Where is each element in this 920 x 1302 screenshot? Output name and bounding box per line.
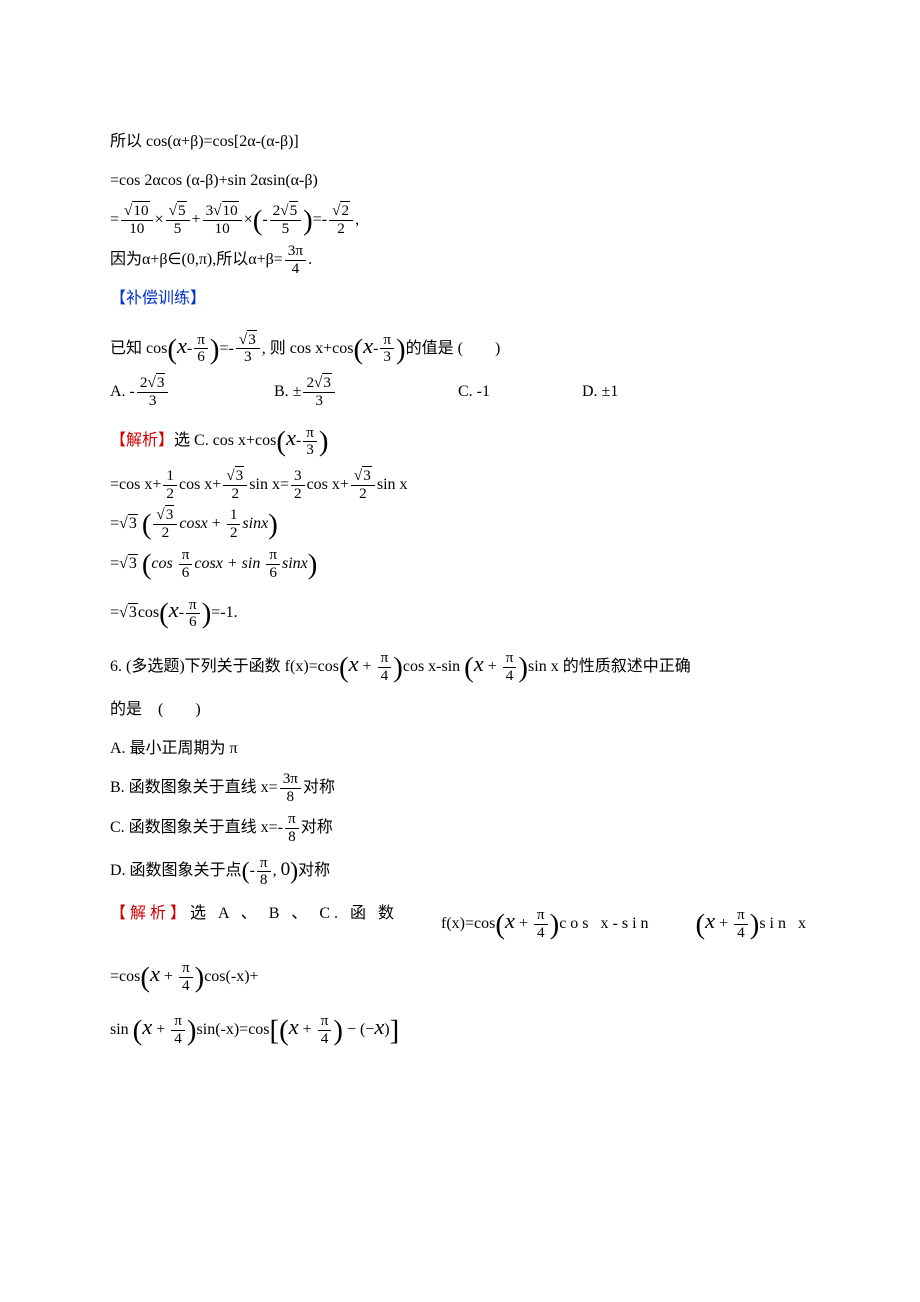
answer6-line3: sin (x + π4)sin(-x)=cos[(x + π4) − (−x)] <box>110 1002 810 1051</box>
option-a: A. 最小正周期为 π <box>110 731 810 766</box>
step-line: =3 (32cosx + 12sinx) <box>110 506 810 542</box>
option-c: C. 函数图象关于直线 x=-π8对称 <box>110 810 810 846</box>
options-line: A. -233 B. ±233 C. -1 D. ±1 <box>110 374 810 410</box>
supplement-heading: 【补偿训练】 <box>110 281 810 316</box>
step-line: =3cos(x-π6)=-1. <box>110 585 810 634</box>
question-line: 已知 cos(x-π6)=-33, 则 cos x+cos(x-π3)的值是 (… <box>110 321 810 370</box>
answer6-line2: =cos(x + π4)cos(-x)+ <box>110 949 810 998</box>
step-line: =3 (cos π6cosx + sin π6sinx) <box>110 546 810 582</box>
step-line: =cos x+12cos x+32sin x=32cos x+32sin x <box>110 467 810 503</box>
question6-line1: 6. (多选题)下列关于函数 f(x)=cos(x + π4)cos x-sin… <box>110 639 810 688</box>
question6-line2: 的是 ( ) <box>110 692 810 727</box>
text-line: 因为α+β∈(0,π),所以α+β=3π4. <box>110 242 810 278</box>
text-line: 所以 cos(α+β)=cos[2α-(α-β)] <box>110 124 810 159</box>
text-line: =cos 2αcos (α-β)+sin 2αsin(α-β) <box>110 163 810 198</box>
option-b: B. 函数图象关于直线 x=3π8对称 <box>110 770 810 806</box>
option-d: D. 函数图象关于点(-π8, 0)对称 <box>110 849 810 891</box>
answer6-line1: 【解析】选 A 、 B 、 C. 函 数 f(x)=cos(x + π4)cos… <box>110 896 810 945</box>
answer-line: 【解析】选 C. cos x+cos(x-π3) <box>110 413 810 462</box>
eq-line: =1010×55+31010×(-255)=-22, <box>110 202 810 238</box>
